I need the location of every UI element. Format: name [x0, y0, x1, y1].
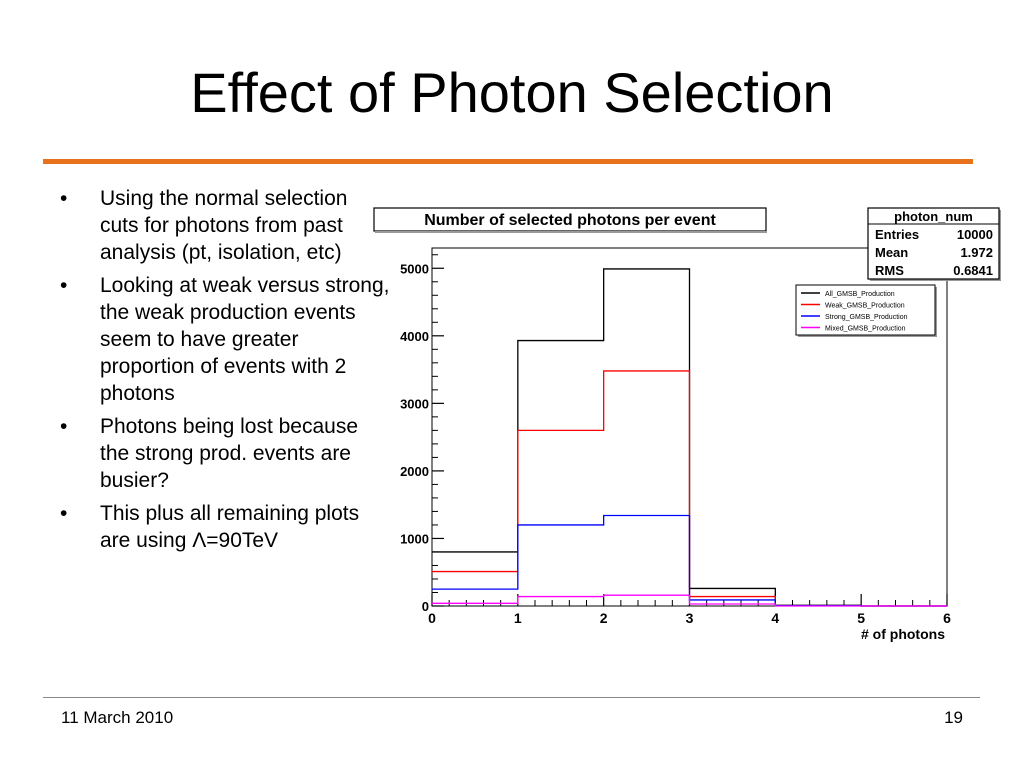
x-tick-label: 0	[428, 610, 436, 626]
legend-entry: Strong_GMSB_Production	[825, 314, 908, 321]
histogram-series-mixed-gmsb-production	[432, 594, 947, 607]
footer-divider	[43, 697, 980, 698]
x-axis-label: # of photons	[861, 626, 945, 642]
x-tick-label: 1	[514, 610, 522, 626]
bullet-text: Photons being lost because the strong pr…	[100, 415, 359, 492]
bullet-item: • This plus all remaining plots are using…	[60, 500, 390, 554]
y-tick-label: 2000	[400, 464, 429, 479]
y-tick-label: 5000	[400, 261, 429, 276]
stats-box-label: RMS	[875, 263, 904, 278]
stats-box-label: Entries	[875, 227, 919, 242]
y-tick-label: 0	[422, 599, 429, 614]
histogram-chart: Number of selected photons per event0100…	[373, 207, 1001, 642]
stats-box-value: 10000	[957, 227, 993, 242]
bullet-marker: •	[60, 274, 68, 297]
bullet-text: Using the normal selection cuts for phot…	[100, 187, 348, 264]
x-tick-label: 6	[943, 610, 951, 626]
bullet-text: Looking at weak versus strong, the weak …	[100, 274, 390, 405]
legend-entry: All_GMSB_Production	[825, 291, 895, 298]
x-tick-label: 4	[771, 610, 779, 626]
stats-box-value: 0.6841	[953, 263, 993, 278]
stats-box-title: photon_num	[894, 209, 973, 224]
y-tick-label: 4000	[400, 329, 429, 344]
stats-box-value: 1.972	[960, 245, 993, 260]
bullet-marker: •	[60, 415, 68, 438]
bullet-item: • Using the normal selection cuts for pho…	[60, 185, 390, 266]
bullet-item: • Looking at weak versus strong, the weak…	[60, 272, 390, 407]
bullet-list: • Using the normal selection cuts for pho…	[60, 185, 390, 560]
x-tick-label: 2	[600, 610, 608, 626]
stats-box	[867, 207, 1000, 280]
y-tick-label: 1000	[400, 531, 429, 546]
title-divider	[43, 159, 973, 164]
bullet-marker: •	[60, 187, 68, 210]
slide-title: Effect of Photon Selection	[190, 61, 834, 124]
stats-box-label: Mean	[875, 245, 908, 260]
bullet-item: • Photons being lost because the strong p…	[60, 413, 390, 494]
page-number: 19	[944, 708, 963, 727]
x-tick-label: 3	[686, 610, 694, 626]
y-tick-label: 3000	[400, 396, 429, 411]
chart-title: Number of selected photons per event	[424, 212, 716, 229]
bullet-marker: •	[60, 502, 68, 525]
x-tick-label: 5	[857, 610, 865, 626]
legend-entry: Mixed_GMSB_Production	[825, 326, 906, 333]
legend-entry: Weak_GMSB_Production	[825, 303, 905, 310]
bullet-text: This plus all remaining plots are using …	[100, 502, 360, 552]
footer-date: 11 March 2010	[61, 708, 174, 727]
